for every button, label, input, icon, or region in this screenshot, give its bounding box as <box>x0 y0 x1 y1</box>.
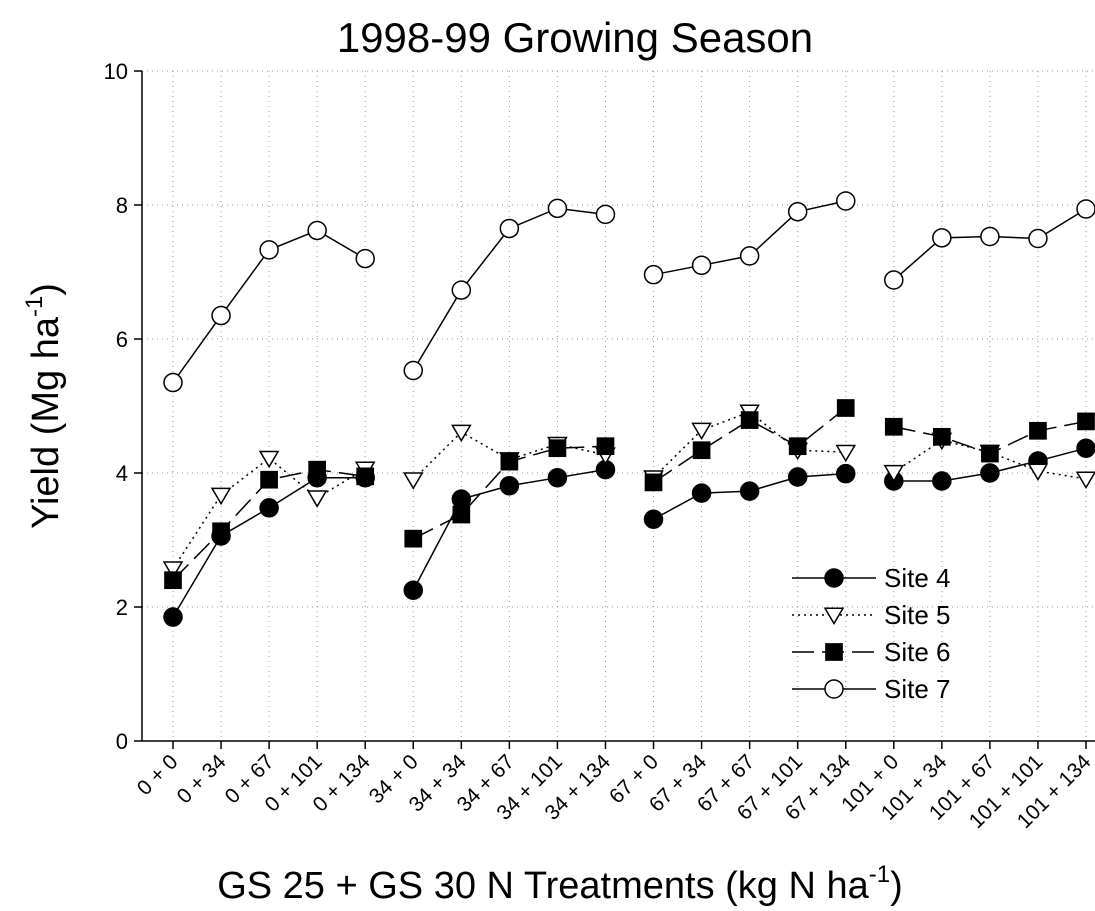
legend-label: Site 6 <box>884 637 951 667</box>
data-point <box>596 437 615 456</box>
series-line <box>653 407 847 484</box>
data-point <box>451 489 472 509</box>
chart-title: 1998-99 Growing Season <box>337 14 813 61</box>
y-title-tail: ) <box>25 283 67 296</box>
data-point <box>691 422 712 441</box>
x-title-sup: -1 <box>869 861 890 888</box>
data-point <box>163 372 183 393</box>
data-point <box>691 255 712 276</box>
data-point <box>739 246 760 266</box>
data-point <box>883 464 905 483</box>
data-point <box>308 460 327 479</box>
data-point <box>162 561 184 579</box>
data-point <box>835 191 856 211</box>
data-point <box>451 424 472 443</box>
legend-marker <box>824 679 844 699</box>
x-tick-label: 0 + 34 <box>173 750 231 808</box>
data-point <box>787 201 808 222</box>
data-point <box>211 305 231 326</box>
data-point <box>260 470 278 489</box>
data-point <box>1028 228 1048 249</box>
data-point <box>355 248 375 269</box>
data-point <box>644 473 663 492</box>
data-point <box>981 444 999 463</box>
y-axis-title: Yield (Mg ha-1) <box>21 283 67 529</box>
data-point <box>547 467 568 488</box>
legend-label: Site 7 <box>884 674 951 704</box>
data-point <box>691 483 712 503</box>
data-point <box>258 450 280 469</box>
data-point <box>451 280 472 300</box>
data-point <box>547 198 568 219</box>
data-point <box>210 487 232 506</box>
legend-marker <box>825 643 843 661</box>
data-point <box>259 240 279 260</box>
legend-label: Site 5 <box>884 600 951 630</box>
data-point <box>932 228 952 248</box>
data-point <box>163 607 183 627</box>
data-point <box>835 463 856 484</box>
data-point <box>787 467 808 487</box>
y-title-text: Yield (Mg ha <box>25 316 67 529</box>
data-point <box>307 220 327 241</box>
y-tick-label: 4 <box>116 461 128 486</box>
data-point <box>500 452 519 471</box>
data-point <box>932 471 952 491</box>
data-point <box>836 399 855 417</box>
y-tick-label: 10 <box>104 59 128 84</box>
x-title-tail: ) <box>890 865 903 907</box>
data-point <box>980 226 1000 247</box>
data-point <box>1076 438 1095 458</box>
data-point <box>499 475 520 496</box>
data-point <box>932 427 951 446</box>
data-point <box>259 498 279 518</box>
data-point <box>835 444 857 463</box>
data-point <box>1027 463 1049 482</box>
y-tick-label: 6 <box>116 327 128 352</box>
data-point <box>403 580 424 600</box>
series-line <box>172 457 366 570</box>
data-point <box>403 360 424 381</box>
data-point <box>1076 199 1095 219</box>
data-point <box>739 481 760 501</box>
y-tick-label: 8 <box>116 193 128 218</box>
data-point <box>402 472 424 490</box>
data-point <box>164 571 182 590</box>
data-point <box>1077 412 1095 431</box>
legend-marker <box>823 607 845 626</box>
data-point <box>306 490 328 508</box>
data-point <box>499 218 520 239</box>
data-point <box>356 467 375 486</box>
data-point <box>212 522 230 541</box>
y-title-sup: -1 <box>21 296 48 317</box>
x-axis-title: GS 25 + GS 30 N Treatments (kg N ha-1) <box>217 861 903 907</box>
data-point <box>452 505 471 524</box>
y-tick-label: 2 <box>116 595 128 620</box>
data-point <box>884 417 903 436</box>
legend-marker <box>824 568 844 588</box>
data-point <box>643 509 664 529</box>
data-point <box>980 463 1000 483</box>
data-point <box>404 529 423 548</box>
data-point <box>595 204 616 225</box>
series-line <box>893 439 1087 480</box>
data-point <box>1029 421 1047 440</box>
legend-label: Site 4 <box>884 563 951 593</box>
y-tick-label: 0 <box>116 729 128 754</box>
data-point <box>788 437 807 456</box>
data-point <box>1075 471 1095 490</box>
data-point <box>692 441 711 460</box>
data-point <box>884 270 904 290</box>
data-point <box>740 411 759 429</box>
data-point <box>643 264 664 285</box>
data-point <box>548 439 567 458</box>
x-title-text: GS 25 + GS 30 N Treatments (kg N ha <box>217 865 869 907</box>
